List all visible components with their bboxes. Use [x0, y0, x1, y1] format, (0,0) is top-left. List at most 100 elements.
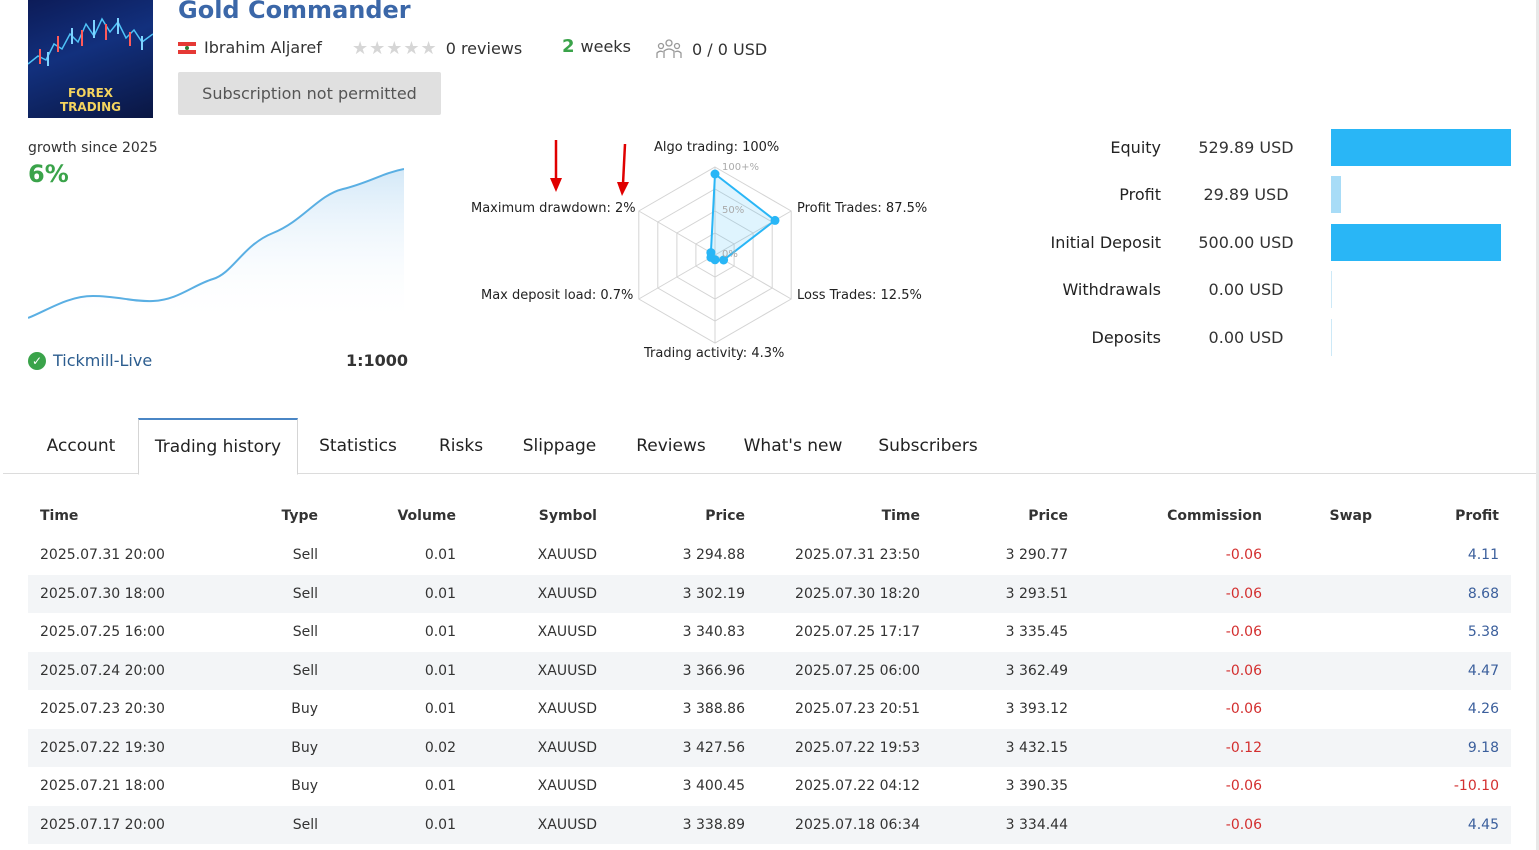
table-cell: Buy — [291, 778, 318, 794]
column-header[interactable]: Symbol — [538, 508, 597, 524]
column-header[interactable]: Type — [281, 508, 318, 524]
table-cell: XAUUSD — [537, 778, 597, 794]
table-cell: 4.45 — [1467, 816, 1499, 833]
author[interactable]: Ibrahim Aljaref — [178, 38, 322, 57]
radar-point — [710, 169, 720, 179]
table-cell: 8.68 — [1467, 585, 1499, 602]
column-header[interactable]: Price — [705, 508, 745, 524]
table-cell: 3 293.51 — [1005, 585, 1068, 602]
tab-reviews[interactable]: Reviews — [636, 435, 706, 456]
table-cell: 2025.07.25 16:00 — [40, 624, 165, 640]
table-cell: 4.11 — [1467, 547, 1499, 563]
balance-bar — [1331, 319, 1332, 356]
table-cell: 2025.07.18 06:34 — [795, 816, 920, 833]
table-cell: 2025.07.17 20:00 — [40, 816, 165, 833]
growth-value: 6% — [28, 160, 69, 188]
table-cell: 0.02 — [424, 739, 456, 756]
signal-age: 2 weeks — [562, 36, 631, 57]
table-row[interactable]: 2025.07.25 16:00 Sell 0.01 XAUUSD 3 340.83 20… — [28, 613, 1511, 651]
reviews-count[interactable]: 0 reviews — [445, 39, 523, 58]
page-scrollbar[interactable] — [1536, 0, 1539, 850]
column-header[interactable]: Time — [40, 508, 79, 524]
growth-line — [28, 168, 404, 319]
table-cell: 2025.07.23 20:30 — [40, 701, 165, 717]
column-header[interactable]: Commission — [1167, 508, 1262, 524]
table-row[interactable]: 2025.07.21 18:00 Buy 0.01 XAUUSD 3 400.45 202… — [28, 767, 1511, 805]
balance-value: 529.89 USD — [1198, 138, 1294, 157]
table-cell: 0.01 — [424, 816, 456, 833]
table-cell: 3 390.35 — [1005, 778, 1068, 794]
balance-label: Equity — [1110, 138, 1161, 157]
signal-logo[interactable]: FOREX TRADING — [28, 0, 153, 118]
radar-ring-100: 100+% — [722, 162, 759, 173]
table-row[interactable]: 2025.07.23 20:30 Buy 0.01 XAUUSD 3 388.86 202… — [28, 690, 1511, 728]
table-cell: 3 338.89 — [682, 816, 745, 833]
column-header[interactable]: Swap — [1329, 508, 1373, 524]
table-cell: 2025.07.25 06:00 — [795, 662, 920, 679]
tab-what-s-new[interactable]: What's new — [743, 435, 843, 456]
table-row[interactable]: 2025.07.17 20:00 Sell 0.01 XAUUSD 3 338.89 20… — [28, 805, 1511, 844]
table-row[interactable]: 2025.07.30 18:00 Sell 0.01 XAUUSD 3 302.19 20… — [28, 574, 1511, 613]
column-header[interactable]: Volume — [397, 508, 456, 524]
table-cell: -0.06 — [1225, 701, 1262, 717]
radar-axis — [638, 254, 716, 300]
table-cell: Buy — [291, 701, 318, 717]
table-cell: 0.01 — [424, 778, 456, 794]
table-cell: 4.47 — [1467, 662, 1499, 679]
table-cell: XAUUSD — [537, 624, 597, 640]
author-name[interactable]: Ibrahim Aljaref — [204, 38, 322, 57]
table-cell: 3 302.19 — [682, 585, 745, 602]
table-cell: 0.01 — [424, 662, 456, 679]
weeks-number: 2 — [562, 36, 575, 57]
table-cell: 3 335.45 — [1005, 624, 1068, 640]
table-cell: XAUUSD — [537, 739, 597, 756]
tab-subscribers[interactable]: Subscribers — [878, 435, 978, 456]
column-header[interactable]: Profit — [1455, 508, 1499, 524]
radar-axis — [714, 254, 792, 300]
radar-point — [706, 248, 716, 258]
subscribers-icon — [656, 39, 682, 58]
table-cell: 0.01 — [424, 585, 456, 602]
rating[interactable]: ★★★★★ 0 reviews — [352, 38, 522, 59]
radar-label-deposit-load: Max deposit load: 0.7% — [481, 288, 634, 303]
tab-trading-history[interactable]: Trading history — [138, 418, 298, 475]
table-cell: 0.01 — [424, 701, 456, 717]
signal-title[interactable]: Gold Commander — [178, 0, 411, 24]
tab-statistics[interactable]: Statistics — [319, 435, 397, 456]
table-cell — [1282, 806, 1372, 844]
broker-link[interactable]: ✓ Tickmill-Live — [28, 351, 152, 370]
table-cell: 4.26 — [1467, 701, 1499, 717]
broker-name[interactable]: Tickmill-Live — [53, 351, 153, 370]
subscribe-button[interactable]: Subscription not permitted — [178, 72, 441, 115]
table-cell: Sell — [292, 624, 318, 640]
red-arrow-icon — [617, 143, 629, 196]
table-cell: Sell — [292, 547, 318, 563]
column-header[interactable]: Time — [881, 508, 920, 524]
radar-grid — [638, 166, 792, 344]
table-cell: 3 366.96 — [682, 662, 745, 679]
table-cell — [1282, 613, 1372, 651]
balance-value: 29.89 USD — [1203, 185, 1289, 204]
growth-label: growth since 2025 — [28, 140, 158, 156]
tab-risks[interactable]: Risks — [438, 435, 484, 456]
table-cell: XAUUSD — [537, 816, 597, 833]
table-row[interactable]: 2025.07.24 20:00 Sell 0.01 XAUUSD 3 366.96 20… — [28, 651, 1511, 690]
column-header[interactable]: Price — [1028, 508, 1068, 524]
balance-bar — [1331, 271, 1332, 308]
balance-label: Initial Deposit — [1050, 233, 1161, 252]
star-icon: ★★★★★ — [352, 38, 438, 59]
table-row[interactable]: 2025.07.22 19:30 Buy 0.02 XAUUSD 3 427.56 202… — [28, 728, 1511, 767]
tab-account[interactable]: Account — [46, 435, 116, 456]
balance-bar — [1331, 224, 1501, 261]
table-cell: -0.06 — [1225, 662, 1262, 679]
table-cell: 3 290.77 — [1005, 547, 1068, 563]
table-cell: 3 400.45 — [682, 778, 745, 794]
radar-label-loss-trades: Loss Trades: 12.5% — [797, 288, 922, 303]
tab-slippage[interactable]: Slippage — [522, 435, 597, 456]
radar-ring-50: 50% — [722, 205, 744, 216]
table-cell: Sell — [292, 662, 318, 679]
table-row[interactable]: 2025.07.31 20:00 Sell 0.01 XAUUSD 3 294.88 20… — [28, 536, 1511, 574]
table-cell: XAUUSD — [537, 585, 597, 602]
table-cell: -10.10 — [1453, 778, 1499, 794]
table-cell: 0.01 — [424, 624, 456, 640]
